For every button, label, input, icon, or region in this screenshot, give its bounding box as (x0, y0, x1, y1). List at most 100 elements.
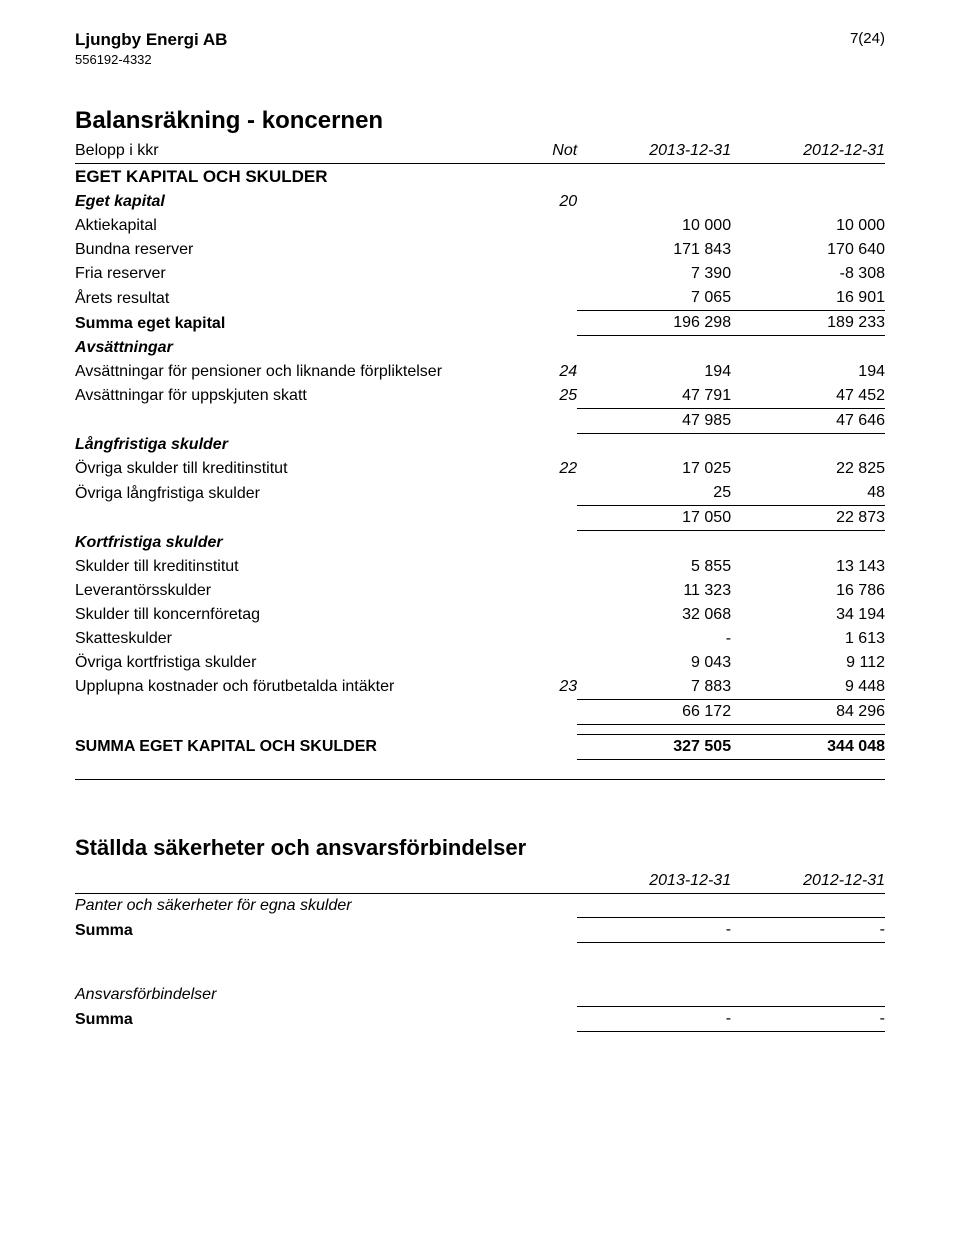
cell: 7 883 (577, 675, 731, 700)
pledged-title: Ställda säkerheter och ansvarsförbindels… (75, 835, 885, 861)
org-number: 556192-4332 (75, 52, 227, 67)
cell: 25 (577, 481, 731, 506)
page-number: 7(24) (850, 30, 885, 47)
cell: - (577, 1007, 731, 1032)
cell: 11 323 (577, 579, 731, 603)
cell: - (731, 1007, 885, 1032)
row-label: Fria reserver (75, 262, 521, 286)
col-year2: 2012-12-31 (731, 869, 885, 894)
subtotal-row: 47 98547 646 (75, 408, 885, 433)
note: 20 (521, 190, 578, 214)
cell: 9 448 (731, 675, 885, 700)
table-row: Bundna reserver 171 843170 640 (75, 238, 885, 262)
cell: 1 613 (731, 627, 885, 651)
cell: 13 143 (731, 555, 885, 579)
cell: 22 873 (731, 506, 885, 531)
row-label: Skulder till koncernföretag (75, 603, 521, 627)
cell: - (577, 918, 731, 943)
subtotal-row: 17 05022 873 (75, 506, 885, 531)
row-label: Ansvarsförbindelser (75, 983, 521, 1007)
row-label: Summa (75, 1007, 521, 1032)
cell: 10 000 (731, 214, 885, 238)
group-heading-langfristiga: Långfristiga skulder (75, 433, 521, 457)
cell: - (577, 627, 731, 651)
table-row: Avsättningar för pensioner och liknande … (75, 360, 885, 384)
column-header-row: Belopp i kkr Not 2013-12-31 2012-12-31 (75, 139, 885, 164)
col-year1: 2013-12-31 (577, 869, 731, 894)
cell: 9 043 (577, 651, 731, 675)
table-row: Fria reserver 7 390-8 308 (75, 262, 885, 286)
note: 23 (521, 675, 578, 700)
table-row: Övriga kortfristiga skulder9 0439 112 (75, 651, 885, 675)
row-label: Panter och säkerheter för egna skulder (75, 893, 521, 918)
cell: 196 298 (577, 311, 731, 336)
cell: 47 452 (731, 384, 885, 409)
row-label: SUMMA EGET KAPITAL OCH SKULDER (75, 734, 521, 759)
row-label: Bundna reserver (75, 238, 521, 262)
note: 25 (521, 384, 578, 409)
cell: - (731, 918, 885, 943)
page: Ljungby Energi AB 556192-4332 7(24) Bala… (0, 0, 960, 1072)
cell: -8 308 (731, 262, 885, 286)
group-heading-avsattningar: Avsättningar (75, 336, 521, 360)
row-label: Summa eget kapital (75, 311, 521, 336)
cell: 344 048 (731, 734, 885, 759)
row-label: Avsättningar för pensioner och liknande … (75, 360, 521, 384)
section-heading: EGET KAPITAL OCH SKULDER (75, 164, 521, 191)
row-label: Summa (75, 918, 521, 943)
subtotal-row: Summa -- (75, 918, 885, 943)
row-label: Årets resultat (75, 286, 521, 311)
cell: 194 (577, 360, 731, 384)
col-label: Belopp i kkr (75, 139, 521, 164)
cell: 47 646 (731, 408, 885, 433)
cell: 17 050 (577, 506, 731, 531)
row-label: Övriga skulder till kreditinstitut (75, 457, 521, 481)
table-row: Skulder till koncernföretag32 06834 194 (75, 603, 885, 627)
cell: 10 000 (577, 214, 731, 238)
table-row: Övriga skulder till kreditinstitut2217 0… (75, 457, 885, 481)
cell: 171 843 (577, 238, 731, 262)
row-label: Upplupna kostnader och förutbetalda intä… (75, 675, 521, 700)
table-row: Årets resultat7 06516 901 (75, 286, 885, 311)
cell: 47 985 (577, 408, 731, 433)
cell: 22 825 (731, 457, 885, 481)
cell: 16 786 (731, 579, 885, 603)
row-label: Skatteskulder (75, 627, 521, 651)
pledged-table: 2013-12-31 2012-12-31 Panter och säkerhe… (75, 869, 885, 1033)
page-header: Ljungby Energi AB 556192-4332 7(24) (75, 30, 885, 67)
row-label: Avsättningar för uppskjuten skatt (75, 384, 521, 409)
cell: 17 025 (577, 457, 731, 481)
cell: 47 791 (577, 384, 731, 409)
cell: 66 172 (577, 699, 731, 724)
row-label: Övriga långfristiga skulder (75, 481, 521, 506)
table-row: Avsättningar för uppskjuten skatt2547 79… (75, 384, 885, 409)
cell: 34 194 (731, 603, 885, 627)
table-row: Skulder till kreditinstitut5 85513 143 (75, 555, 885, 579)
subtotal-row: 66 17284 296 (75, 699, 885, 724)
subtotal-row: Summa eget kapital196 298189 233 (75, 311, 885, 336)
col-year1: 2013-12-31 (577, 139, 731, 164)
cell: 84 296 (731, 699, 885, 724)
company-name: Ljungby Energi AB (75, 30, 227, 50)
report-title: Balansräkning - koncernen (75, 107, 885, 135)
table-row: Upplupna kostnader och förutbetalda intä… (75, 675, 885, 700)
cell: 170 640 (731, 238, 885, 262)
note: 22 (521, 457, 578, 481)
cell: 16 901 (731, 286, 885, 311)
group-heading-panter: Panter och säkerheter för egna skulder (75, 893, 885, 918)
table-row: Aktiekapital10 00010 000 (75, 214, 885, 238)
row-label: Leverantörsskulder (75, 579, 521, 603)
cell: 48 (731, 481, 885, 506)
grand-total-row: SUMMA EGET KAPITAL OCH SKULDER327 505344… (75, 734, 885, 759)
balance-table: Belopp i kkr Not 2013-12-31 2012-12-31 E… (75, 139, 885, 780)
table-row: Skatteskulder -1 613 (75, 627, 885, 651)
subtotal-row: Summa -- (75, 1007, 885, 1032)
column-header-row: 2013-12-31 2012-12-31 (75, 869, 885, 894)
cell: 7 390 (577, 262, 731, 286)
col-year2: 2012-12-31 (731, 139, 885, 164)
row-label: Skulder till kreditinstitut (75, 555, 521, 579)
col-note: Not (521, 139, 578, 164)
table-row: Leverantörsskulder 11 32316 786 (75, 579, 885, 603)
group-heading-eget-kapital: Eget kapital (75, 190, 521, 214)
table-row: Övriga långfristiga skulder 2548 (75, 481, 885, 506)
